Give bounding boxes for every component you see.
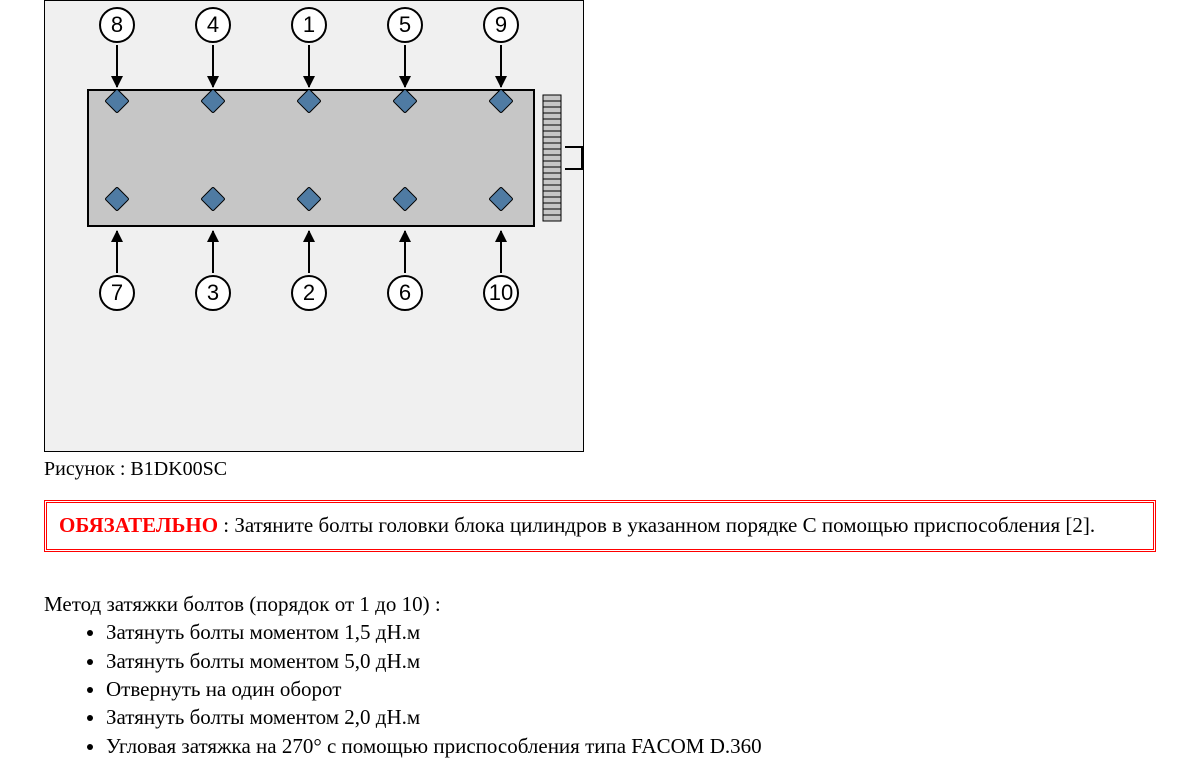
arrow-down-icon	[308, 45, 310, 87]
figure-caption: Рисунок : B1DK00SC	[44, 458, 227, 481]
shaft-stub	[565, 146, 583, 170]
method-heading: Метод затяжки болтов (порядок от 1 до 10…	[44, 590, 762, 618]
arrow-up-icon	[308, 231, 310, 273]
arrow-up-icon	[404, 231, 406, 273]
bolt-label: 5	[387, 7, 423, 43]
arrow-down-icon	[404, 45, 406, 87]
list-item: Угловая затяжка на 270° с помощью приспо…	[106, 732, 762, 760]
caption-prefix: Рисунок :	[44, 458, 130, 480]
bolt-label: 6	[387, 275, 423, 311]
caption-code: B1DK00SC	[130, 458, 227, 480]
diagram-frame: 8 7 4 3 1 2 5 6 9 10	[44, 0, 584, 452]
arrow-down-icon	[500, 45, 502, 87]
warning-text: Затяните болты головки блока цилиндров в…	[234, 513, 1095, 537]
bolt-label: 8	[99, 7, 135, 43]
arrow-down-icon	[116, 45, 118, 87]
warning-box: ОБЯЗАТЕЛЬНО : Затяните болты головки бло…	[44, 500, 1156, 552]
arrow-up-icon	[116, 231, 118, 273]
arrow-down-icon	[212, 45, 214, 87]
list-item: Затянуть болты моментом 1,5 дН.м	[106, 618, 762, 646]
arrow-up-icon	[212, 231, 214, 273]
bolt-label: 9	[483, 7, 519, 43]
bolt-label: 2	[291, 275, 327, 311]
bolt-label: 7	[99, 275, 135, 311]
method-list: Затянуть болты моментом 1,5 дН.м Затянут…	[106, 618, 762, 760]
bolt-label: 4	[195, 7, 231, 43]
gear-icon	[537, 93, 567, 223]
bolt-label: 3	[195, 275, 231, 311]
list-item: Затянуть болты моментом 2,0 дН.м	[106, 703, 762, 731]
bolt-label: 1	[291, 7, 327, 43]
bolt-label: 10	[483, 275, 519, 311]
warning-label: ОБЯЗАТЕЛЬНО	[59, 513, 218, 537]
warning-sep: :	[218, 513, 234, 537]
method-block: Метод затяжки болтов (порядок от 1 до 10…	[44, 590, 762, 760]
arrow-up-icon	[500, 231, 502, 273]
list-item: Затянуть болты моментом 5,0 дН.м	[106, 647, 762, 675]
list-item: Отвернуть на один оборот	[106, 675, 762, 703]
